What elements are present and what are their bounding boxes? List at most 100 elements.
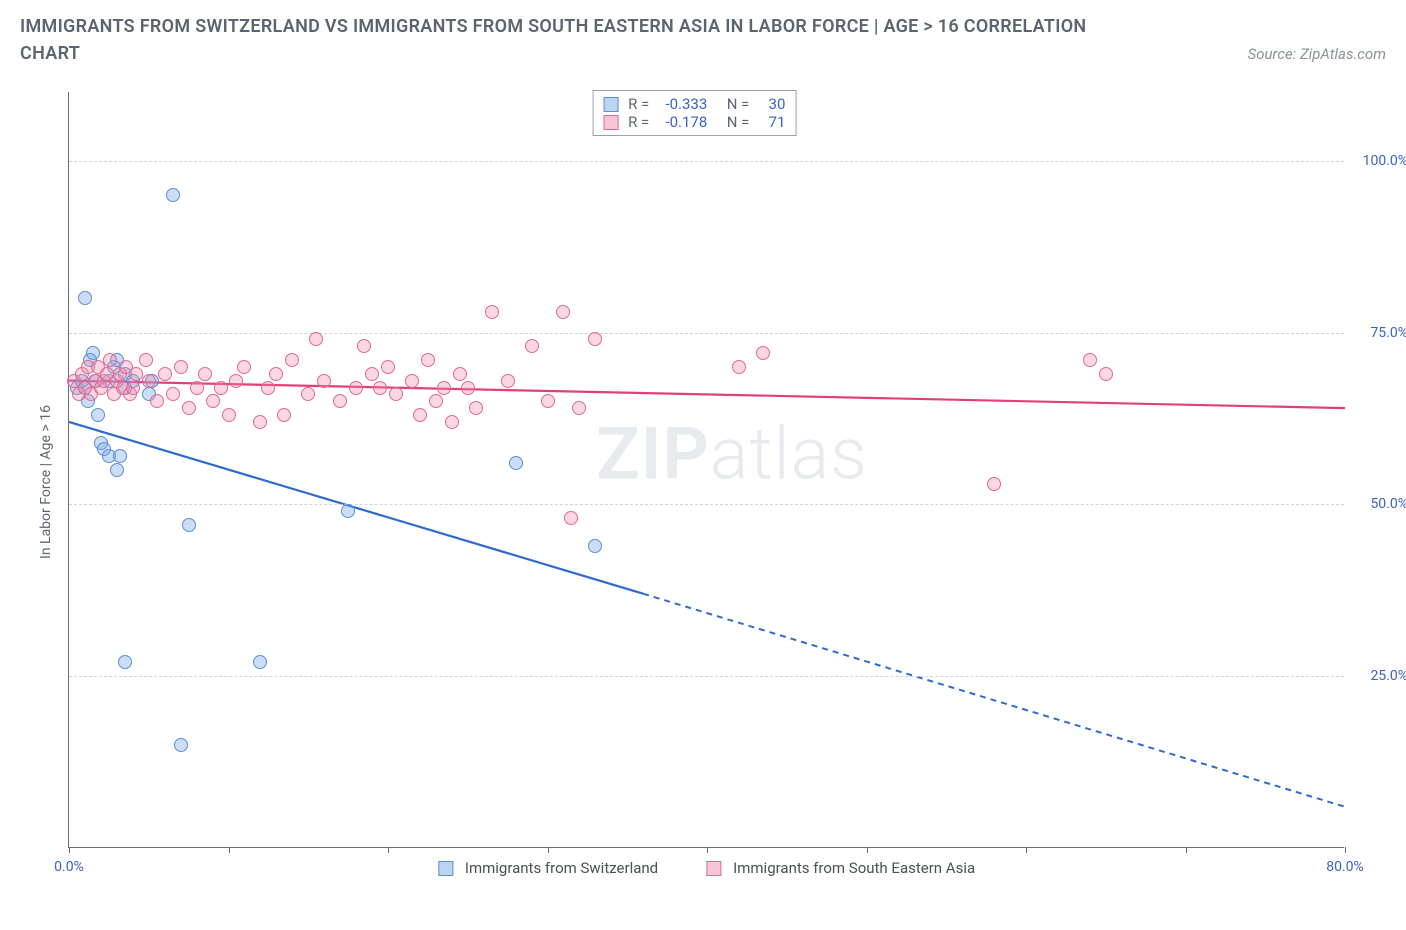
- data-point: [158, 367, 172, 381]
- data-point: [349, 381, 363, 395]
- data-point: [78, 291, 92, 305]
- data-point: [437, 381, 451, 395]
- data-point: [174, 738, 188, 752]
- swatch-icon: [438, 861, 453, 876]
- y-axis-label: In Labor Force | Age > 16: [38, 405, 54, 559]
- data-point: [118, 655, 132, 669]
- data-point: [206, 394, 220, 408]
- legend-label: Immigrants from Switzerland: [465, 859, 658, 877]
- data-point: [301, 387, 315, 401]
- legend-stats-row: R = -0.178 N = 71: [603, 113, 785, 131]
- data-point: [333, 394, 347, 408]
- data-point: [525, 339, 539, 353]
- data-point: [166, 188, 180, 202]
- page-title: IMMIGRANTS FROM SWITZERLAND VS IMMIGRANT…: [20, 16, 1386, 37]
- x-tick-label: 0.0%: [54, 859, 84, 875]
- page-subtitle: CHART: [20, 43, 80, 64]
- x-tick: [69, 847, 70, 853]
- data-point: [556, 305, 570, 319]
- scatter-plot: R = -0.333 N = 30 R = -0.178 N = 71 ZIPa…: [68, 92, 1344, 848]
- gridline: [69, 676, 1344, 677]
- data-point: [174, 360, 188, 374]
- data-point: [214, 381, 228, 395]
- data-point: [91, 408, 105, 422]
- y-tick-label: 100.0%: [1348, 153, 1406, 169]
- data-point: [229, 374, 243, 388]
- data-point: [253, 655, 267, 669]
- data-point: [1083, 353, 1097, 367]
- data-point: [110, 463, 124, 477]
- legend-item: Immigrants from Switzerland: [438, 859, 658, 877]
- data-point: [317, 374, 331, 388]
- data-point: [1099, 367, 1113, 381]
- stat-r-value: -0.333: [655, 95, 707, 113]
- data-point: [501, 374, 515, 388]
- data-point: [253, 415, 267, 429]
- x-tick: [388, 847, 389, 853]
- data-point: [421, 353, 435, 367]
- legend-item: Immigrants from South Eastern Asia: [706, 859, 975, 877]
- swatch-icon: [603, 97, 618, 112]
- stat-n-label: N =: [727, 113, 750, 131]
- data-point: [341, 504, 355, 518]
- stat-r-value: -0.178: [655, 113, 707, 131]
- data-point: [103, 353, 117, 367]
- data-point: [485, 305, 499, 319]
- data-point: [588, 539, 602, 553]
- legend-label: Immigrants from South Eastern Asia: [733, 859, 975, 877]
- data-point: [572, 401, 586, 415]
- data-point: [588, 332, 602, 346]
- data-point: [285, 353, 299, 367]
- data-point: [142, 374, 156, 388]
- x-tick: [1345, 847, 1346, 853]
- data-point: [357, 339, 371, 353]
- legend-stats: R = -0.333 N = 30 R = -0.178 N = 71: [592, 90, 796, 136]
- data-point: [732, 360, 746, 374]
- data-point: [429, 394, 443, 408]
- stat-n-value: 30: [755, 95, 785, 113]
- data-point: [541, 394, 555, 408]
- data-point: [987, 477, 1001, 491]
- data-point: [564, 511, 578, 525]
- regression-lines: [69, 92, 1344, 847]
- swatch-icon: [603, 115, 618, 130]
- data-point: [365, 367, 379, 381]
- y-tick-label: 50.0%: [1348, 496, 1406, 512]
- data-point: [461, 381, 475, 395]
- data-point: [269, 367, 283, 381]
- stat-n-label: N =: [727, 95, 750, 113]
- data-point: [373, 381, 387, 395]
- stat-n-value: 71: [755, 113, 785, 131]
- data-point: [381, 360, 395, 374]
- source-label: Source: ZipAtlas.com: [1248, 45, 1386, 63]
- data-point: [453, 367, 467, 381]
- gridline: [69, 161, 1344, 162]
- data-point: [469, 401, 483, 415]
- data-point: [182, 518, 196, 532]
- x-tick: [1026, 847, 1027, 853]
- legend-series: Immigrants from Switzerland Immigrants f…: [438, 859, 975, 877]
- data-point: [182, 401, 196, 415]
- y-tick-label: 25.0%: [1348, 668, 1406, 684]
- x-tick: [229, 847, 230, 853]
- data-point: [190, 381, 204, 395]
- data-point: [166, 387, 180, 401]
- data-point: [509, 456, 523, 470]
- data-point: [237, 360, 251, 374]
- swatch-icon: [706, 861, 721, 876]
- x-tick: [548, 847, 549, 853]
- legend-stats-row: R = -0.333 N = 30: [603, 95, 785, 113]
- stat-r-label: R =: [628, 113, 649, 131]
- data-point: [139, 353, 153, 367]
- data-point: [445, 415, 459, 429]
- x-tick: [1186, 847, 1187, 853]
- y-tick-label: 75.0%: [1348, 325, 1406, 341]
- data-point: [261, 381, 275, 395]
- data-point: [756, 346, 770, 360]
- data-point: [413, 408, 427, 422]
- gridline: [69, 333, 1344, 334]
- data-point: [126, 381, 140, 395]
- data-point: [198, 367, 212, 381]
- data-point: [86, 346, 100, 360]
- data-point: [389, 387, 403, 401]
